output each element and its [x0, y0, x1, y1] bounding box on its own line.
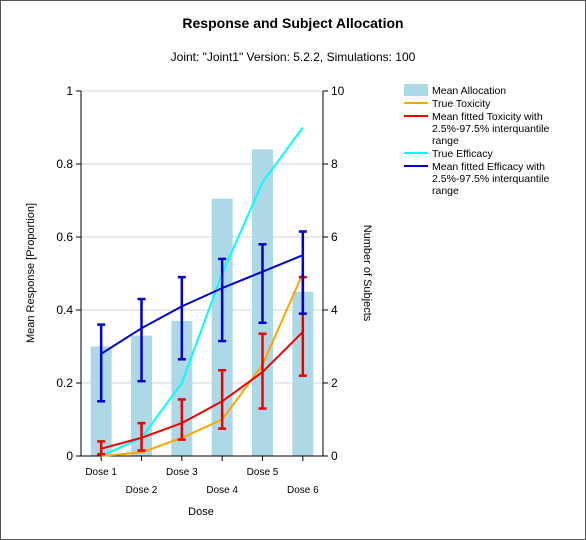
legend-swatch — [404, 84, 428, 96]
x-axis-title: Dose — [188, 506, 214, 518]
x-tick-label: Dose 5 — [247, 467, 279, 478]
y-tick-label: 0.8 — [56, 157, 73, 171]
series-line — [101, 273, 304, 457]
chart-title: Response and Subject Allocation — [182, 15, 404, 31]
allocation-bar — [131, 335, 152, 456]
y-tick-label: 1 — [66, 84, 73, 98]
y-axis-title: Mean Response [Proportion] — [25, 203, 37, 343]
y-tick-label: 0.2 — [56, 376, 73, 390]
y-tick-label: 0 — [66, 449, 73, 463]
legend-label: True Toxicity — [432, 98, 491, 110]
y2-tick-label: 10 — [331, 84, 345, 98]
allocation-bar — [171, 320, 193, 456]
y2-tick-label: 8 — [331, 157, 338, 171]
y-tick-label: 0.4 — [56, 303, 73, 317]
x-tick-label: Dose 1 — [85, 467, 117, 478]
series-line — [100, 126, 304, 457]
series-line — [100, 331, 304, 450]
legend-label: range — [432, 135, 459, 147]
y2-tick-label: 0 — [331, 449, 338, 463]
x-tick-label: Dose 2 — [126, 485, 158, 496]
x-tick-label: Dose 3 — [166, 467, 198, 478]
y2-tick-label: 6 — [331, 230, 338, 244]
legend-label: 2.5%-97.5% interquantile — [432, 173, 549, 185]
legend-label: Mean fitted Efficacy with — [432, 161, 545, 173]
chart-subtitle: Joint: "Joint1" Version: 5.2.2, Simulati… — [170, 50, 416, 64]
series-line — [100, 254, 304, 355]
legend-label: Mean Allocation — [432, 85, 506, 97]
x-tick-label: Dose 4 — [206, 485, 238, 496]
y2-tick-label: 2 — [331, 376, 338, 390]
y2-axis-title: Number of Subjects — [361, 225, 373, 322]
legend-label: True Efficacy — [432, 148, 493, 160]
y-tick-label: 0.6 — [56, 230, 73, 244]
legend-label: range — [432, 185, 459, 197]
y2-tick-label: 4 — [331, 303, 338, 317]
legend-label: 2.5%-97.5% interquantile — [432, 123, 549, 135]
x-tick-label: Dose 6 — [287, 485, 319, 496]
legend-label: Mean fitted Toxicity with — [432, 111, 543, 123]
